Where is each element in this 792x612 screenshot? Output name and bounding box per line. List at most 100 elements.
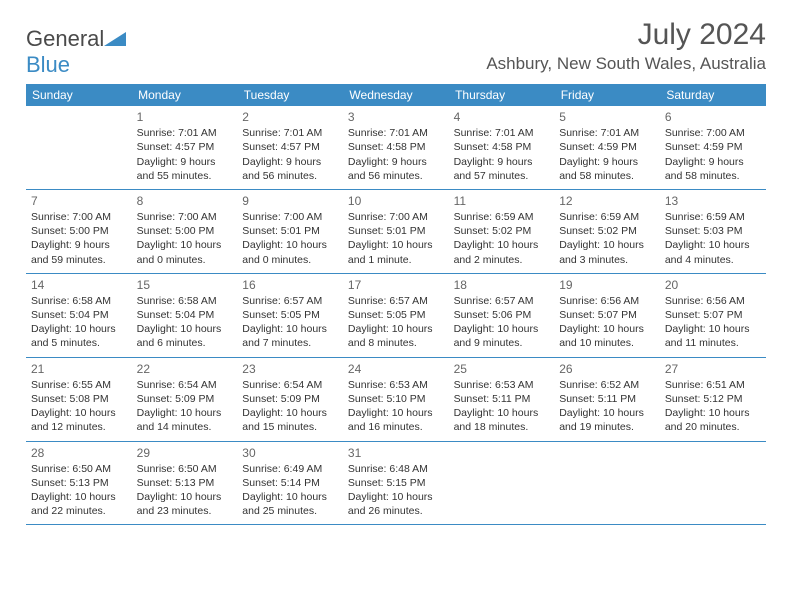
daylight-text: Daylight: 10 hours and 23 minutes. <box>137 490 233 518</box>
sunset-text: Sunset: 5:09 PM <box>137 392 233 406</box>
calendar-day-cell: 24Sunrise: 6:53 AMSunset: 5:10 PMDayligh… <box>343 357 449 441</box>
daylight-text: Daylight: 9 hours and 57 minutes. <box>454 155 550 183</box>
weekday-header: Monday <box>132 84 238 106</box>
daylight-text: Daylight: 10 hours and 5 minutes. <box>31 322 127 350</box>
sunrise-text: Sunrise: 6:58 AM <box>137 294 233 308</box>
weekday-header: Sunday <box>26 84 132 106</box>
calendar-day-cell: 4Sunrise: 7:01 AMSunset: 4:58 PMDaylight… <box>449 106 555 189</box>
calendar-day-cell: 20Sunrise: 6:56 AMSunset: 5:07 PMDayligh… <box>660 273 766 357</box>
daylight-text: Daylight: 9 hours and 56 minutes. <box>242 155 338 183</box>
daylight-text: Daylight: 10 hours and 8 minutes. <box>348 322 444 350</box>
sunrise-text: Sunrise: 7:01 AM <box>348 126 444 140</box>
day-number: 11 <box>454 193 550 209</box>
calendar-table: Sunday Monday Tuesday Wednesday Thursday… <box>26 84 766 525</box>
calendar-day-cell <box>660 441 766 525</box>
calendar-week-row: 1Sunrise: 7:01 AMSunset: 4:57 PMDaylight… <box>26 106 766 189</box>
sunrise-text: Sunrise: 6:49 AM <box>242 462 338 476</box>
sunset-text: Sunset: 5:00 PM <box>31 224 127 238</box>
calendar-day-cell: 19Sunrise: 6:56 AMSunset: 5:07 PMDayligh… <box>554 273 660 357</box>
sunset-text: Sunset: 5:14 PM <box>242 476 338 490</box>
sunset-text: Sunset: 5:11 PM <box>559 392 655 406</box>
sunrise-text: Sunrise: 7:00 AM <box>665 126 761 140</box>
sunset-text: Sunset: 5:06 PM <box>454 308 550 322</box>
day-number: 30 <box>242 445 338 461</box>
title-block: July 2024 Ashbury, New South Wales, Aust… <box>486 18 766 74</box>
sunset-text: Sunset: 5:15 PM <box>348 476 444 490</box>
daylight-text: Daylight: 9 hours and 59 minutes. <box>31 238 127 266</box>
day-number: 31 <box>348 445 444 461</box>
sunrise-text: Sunrise: 7:01 AM <box>137 126 233 140</box>
daylight-text: Daylight: 10 hours and 0 minutes. <box>242 238 338 266</box>
sunrise-text: Sunrise: 6:57 AM <box>454 294 550 308</box>
sunrise-text: Sunrise: 6:51 AM <box>665 378 761 392</box>
sunset-text: Sunset: 4:57 PM <box>242 140 338 154</box>
daylight-text: Daylight: 10 hours and 20 minutes. <box>665 406 761 434</box>
day-number: 25 <box>454 361 550 377</box>
sunrise-text: Sunrise: 6:52 AM <box>559 378 655 392</box>
calendar-day-cell: 18Sunrise: 6:57 AMSunset: 5:06 PMDayligh… <box>449 273 555 357</box>
day-number: 14 <box>31 277 127 293</box>
day-number: 27 <box>665 361 761 377</box>
calendar-day-cell: 27Sunrise: 6:51 AMSunset: 5:12 PMDayligh… <box>660 357 766 441</box>
sunset-text: Sunset: 5:08 PM <box>31 392 127 406</box>
daylight-text: Daylight: 10 hours and 15 minutes. <box>242 406 338 434</box>
logo-part2: Blue <box>26 52 70 77</box>
daylight-text: Daylight: 10 hours and 18 minutes. <box>454 406 550 434</box>
sunset-text: Sunset: 5:05 PM <box>242 308 338 322</box>
day-number: 20 <box>665 277 761 293</box>
sunrise-text: Sunrise: 7:01 AM <box>559 126 655 140</box>
sunset-text: Sunset: 4:58 PM <box>348 140 444 154</box>
sunrise-text: Sunrise: 6:56 AM <box>665 294 761 308</box>
logo: General Blue <box>26 26 126 78</box>
sunrise-text: Sunrise: 7:01 AM <box>242 126 338 140</box>
sunset-text: Sunset: 4:58 PM <box>454 140 550 154</box>
day-number: 10 <box>348 193 444 209</box>
daylight-text: Daylight: 10 hours and 22 minutes. <box>31 490 127 518</box>
calendar-day-cell: 16Sunrise: 6:57 AMSunset: 5:05 PMDayligh… <box>237 273 343 357</box>
sunset-text: Sunset: 5:04 PM <box>31 308 127 322</box>
sunrise-text: Sunrise: 6:57 AM <box>242 294 338 308</box>
daylight-text: Daylight: 10 hours and 10 minutes. <box>559 322 655 350</box>
calendar-day-cell: 15Sunrise: 6:58 AMSunset: 5:04 PMDayligh… <box>132 273 238 357</box>
day-number: 6 <box>665 109 761 125</box>
day-number: 22 <box>137 361 233 377</box>
day-number: 2 <box>242 109 338 125</box>
sunrise-text: Sunrise: 7:00 AM <box>31 210 127 224</box>
daylight-text: Daylight: 10 hours and 12 minutes. <box>31 406 127 434</box>
sunrise-text: Sunrise: 6:53 AM <box>348 378 444 392</box>
day-number: 28 <box>31 445 127 461</box>
calendar-day-cell: 11Sunrise: 6:59 AMSunset: 5:02 PMDayligh… <box>449 189 555 273</box>
sunrise-text: Sunrise: 6:56 AM <box>559 294 655 308</box>
calendar-week-row: 14Sunrise: 6:58 AMSunset: 5:04 PMDayligh… <box>26 273 766 357</box>
sunset-text: Sunset: 5:07 PM <box>559 308 655 322</box>
weekday-header: Thursday <box>449 84 555 106</box>
sunset-text: Sunset: 4:59 PM <box>665 140 761 154</box>
sunset-text: Sunset: 5:04 PM <box>137 308 233 322</box>
weekday-header: Tuesday <box>237 84 343 106</box>
day-number: 7 <box>31 193 127 209</box>
day-number: 3 <box>348 109 444 125</box>
day-number: 19 <box>559 277 655 293</box>
sunrise-text: Sunrise: 7:00 AM <box>348 210 444 224</box>
daylight-text: Daylight: 10 hours and 14 minutes. <box>137 406 233 434</box>
calendar-day-cell: 9Sunrise: 7:00 AMSunset: 5:01 PMDaylight… <box>237 189 343 273</box>
day-number: 15 <box>137 277 233 293</box>
calendar-day-cell: 23Sunrise: 6:54 AMSunset: 5:09 PMDayligh… <box>237 357 343 441</box>
sunrise-text: Sunrise: 6:54 AM <box>137 378 233 392</box>
day-number: 21 <box>31 361 127 377</box>
calendar-day-cell: 14Sunrise: 6:58 AMSunset: 5:04 PMDayligh… <box>26 273 132 357</box>
sunrise-text: Sunrise: 6:53 AM <box>454 378 550 392</box>
calendar-day-cell: 10Sunrise: 7:00 AMSunset: 5:01 PMDayligh… <box>343 189 449 273</box>
calendar-day-cell: 22Sunrise: 6:54 AMSunset: 5:09 PMDayligh… <box>132 357 238 441</box>
sunset-text: Sunset: 5:13 PM <box>137 476 233 490</box>
calendar-day-cell: 13Sunrise: 6:59 AMSunset: 5:03 PMDayligh… <box>660 189 766 273</box>
daylight-text: Daylight: 10 hours and 2 minutes. <box>454 238 550 266</box>
daylight-text: Daylight: 9 hours and 55 minutes. <box>137 155 233 183</box>
sunrise-text: Sunrise: 6:59 AM <box>454 210 550 224</box>
header: General Blue July 2024 Ashbury, New Sout… <box>26 18 766 78</box>
daylight-text: Daylight: 10 hours and 3 minutes. <box>559 238 655 266</box>
sunset-text: Sunset: 5:00 PM <box>137 224 233 238</box>
calendar-week-row: 28Sunrise: 6:50 AMSunset: 5:13 PMDayligh… <box>26 441 766 525</box>
daylight-text: Daylight: 9 hours and 58 minutes. <box>559 155 655 183</box>
daylight-text: Daylight: 10 hours and 7 minutes. <box>242 322 338 350</box>
